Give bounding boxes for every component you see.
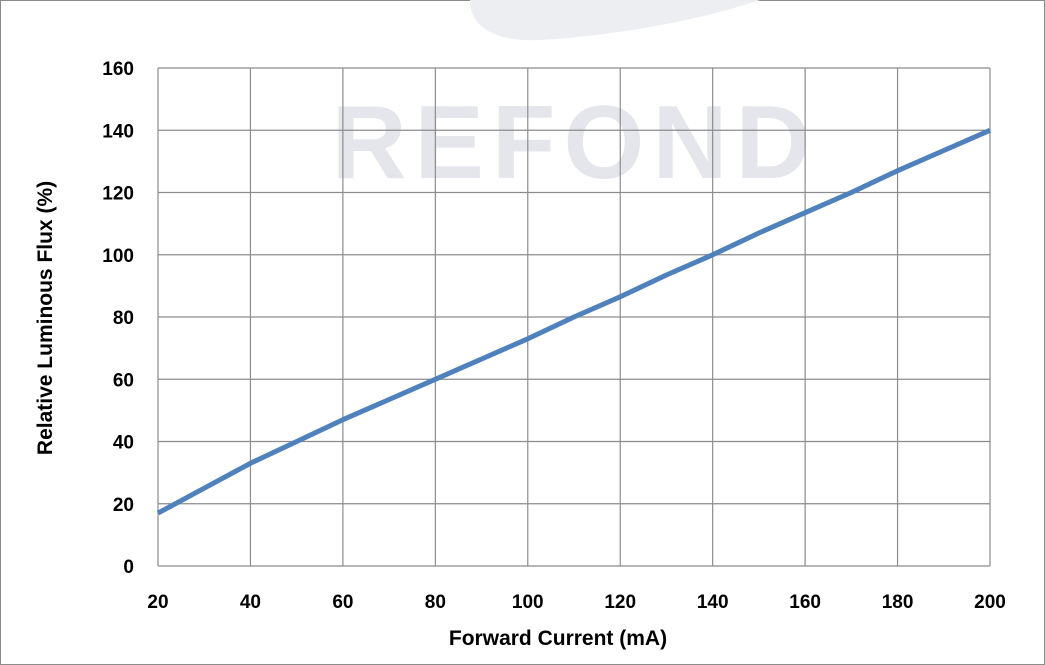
x-tick-label: 160 [789,592,821,613]
x-tick-label: 100 [512,592,544,613]
x-tick-label: 200 [974,592,1006,613]
x-axis-title: Forward Current (mA) [449,627,667,650]
y-tick-label: 0 [123,557,134,578]
y-tick-label: 160 [102,59,134,80]
watermark-text: REFOND [331,85,818,201]
y-tick-label: 60 [113,370,134,391]
x-tick-label: 80 [425,592,446,613]
watermark-swoosh [470,0,760,41]
y-tick-label: 40 [113,433,134,454]
series-group [156,128,992,516]
y-tick-label: 80 [113,308,134,329]
x-tick-labels: 20 40 60 80 100 120 140 160 180 200 [147,592,1005,613]
x-tick-label: 120 [604,592,636,613]
y-tick-label: 100 [102,246,134,267]
x-tick-label: 140 [697,592,729,613]
x-tick-label: 180 [882,592,914,613]
x-tick-label: 40 [240,592,261,613]
x-tick-label: 60 [332,592,353,613]
x-tick-label: 20 [147,592,168,613]
series-line-0 [156,128,992,516]
y-tick-label: 140 [102,121,134,142]
y-tick-label: 20 [113,495,134,516]
grid [157,67,991,567]
y-tick-label: 120 [102,184,134,205]
y-tick-labels: 0 20 40 60 80 100 120 140 160 [102,59,134,578]
y-axis-title: Relative Luminous Flux (%) [34,181,57,455]
watermark: REFOND [331,0,818,201]
